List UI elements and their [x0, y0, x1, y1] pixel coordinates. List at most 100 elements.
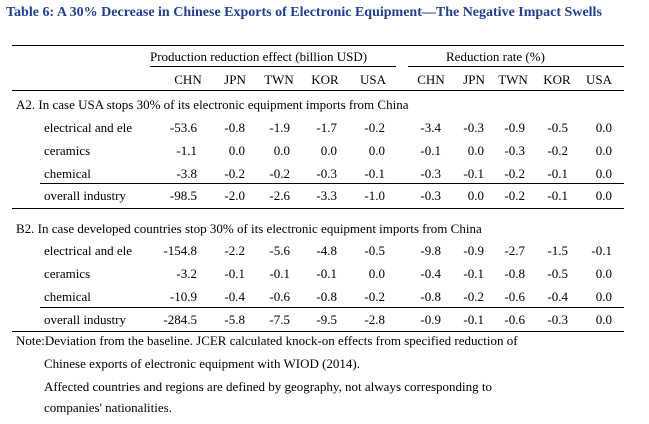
- section-title-a2: A2. In case USA stops 30% of its electro…: [16, 97, 409, 112]
- table-cell: -0.2: [269, 166, 290, 181]
- table-cell: -2.0: [224, 188, 245, 203]
- table-cell: -53.6: [169, 120, 197, 135]
- table-cell: -2.6: [269, 188, 290, 203]
- table-cell: 0.0: [467, 188, 484, 203]
- section-a-total-rule: [40, 183, 624, 184]
- row-label: overall industry: [44, 188, 126, 203]
- table-cell: 0.0: [368, 143, 385, 158]
- table-cell: -0.9: [504, 120, 525, 135]
- top-rule: [12, 45, 624, 46]
- table-cell: -5.8: [224, 312, 245, 327]
- table-cell: -1.1: [176, 143, 197, 158]
- table-cell: -0.5: [547, 120, 568, 135]
- table-cell: -0.5: [364, 243, 385, 258]
- table-cell: -3.4: [420, 120, 441, 135]
- column-header-kor-rate: KOR: [543, 72, 571, 87]
- table-cell: -0.2: [224, 166, 245, 181]
- table-cell: -0.1: [463, 312, 484, 327]
- row-label: chemical: [44, 289, 91, 304]
- table-cell: -0.1: [591, 243, 612, 258]
- group-underline-rate: [408, 66, 624, 67]
- table-cell: 0.0: [228, 143, 245, 158]
- table-cell: -98.5: [169, 188, 197, 203]
- table-cell: -1.7: [316, 120, 337, 135]
- table-cell: -2.7: [504, 243, 525, 258]
- table-cell: -0.1: [420, 143, 441, 158]
- table-cell: 0.0: [595, 166, 612, 181]
- table-cell: -0.4: [224, 289, 245, 304]
- table-cell: -0.2: [504, 188, 525, 203]
- column-header-jpn-production: JPN: [224, 72, 246, 87]
- table-cell: -3.2: [176, 266, 197, 281]
- note-line-2: Chinese exports of electronic equipment …: [44, 356, 361, 371]
- column-header-usa-rate: USA: [585, 72, 612, 87]
- table-cell: -0.3: [420, 166, 441, 181]
- table-cell: -0.2: [504, 166, 525, 181]
- table-cell: -0.8: [420, 289, 441, 304]
- table-cell: -0.3: [463, 120, 484, 135]
- section-b-total-rule: [40, 307, 624, 308]
- table-cell: -0.4: [547, 289, 568, 304]
- table-cell: -0.4: [420, 266, 441, 281]
- table-cell: -9.5: [316, 312, 337, 327]
- row-label: ceramics: [44, 143, 91, 158]
- column-header-twn-rate: TWN: [498, 72, 528, 87]
- table-cell: 0.0: [595, 188, 612, 203]
- table-cell: -0.1: [316, 266, 337, 281]
- table-cell: -0.2: [547, 143, 568, 158]
- table-cell: 0.0: [595, 266, 612, 281]
- table-cell: -0.2: [364, 120, 385, 135]
- table-cell: -9.8: [420, 243, 441, 258]
- table-cell: -5.6: [269, 243, 290, 258]
- table-cell: -0.2: [463, 289, 484, 304]
- table-cell: -0.6: [504, 289, 525, 304]
- table-cell: 0.0: [595, 143, 612, 158]
- column-header-chn-rate: CHN: [417, 72, 445, 87]
- table-cell: -7.5: [269, 312, 290, 327]
- table-cell: -0.1: [224, 266, 245, 281]
- table-cell: -0.1: [364, 166, 385, 181]
- table-cell: 0.0: [595, 289, 612, 304]
- table-cell: -154.8: [163, 243, 197, 258]
- table-cell: -0.1: [547, 188, 568, 203]
- table-cell: 0.0: [595, 312, 612, 327]
- row-label: overall industry: [44, 312, 126, 327]
- table-cell: 0.0: [273, 143, 290, 158]
- table-cell: 0.0: [595, 120, 612, 135]
- table-cell: -0.3: [504, 143, 525, 158]
- header-rule: [12, 90, 624, 91]
- table-cell: -4.8: [316, 243, 337, 258]
- row-label: electrical and ele: [44, 243, 133, 258]
- table-bottom-rule: [12, 331, 624, 332]
- row-label: electrical and ele: [44, 120, 133, 135]
- column-header-chn-production: CHN: [174, 72, 202, 87]
- table-cell: -284.5: [163, 312, 197, 327]
- table-cell: -2.8: [364, 312, 385, 327]
- table-cell: -0.1: [463, 166, 484, 181]
- section-a-bottom-rule: [12, 208, 624, 209]
- table-cell: -0.1: [463, 266, 484, 281]
- table-cell: 0.0: [368, 266, 385, 281]
- table-cell: -0.2: [364, 289, 385, 304]
- table-cell: -3.8: [176, 166, 197, 181]
- table-cell: -0.5: [547, 266, 568, 281]
- column-header-usa-production: USA: [359, 72, 386, 87]
- table-cell: 0.0: [467, 143, 484, 158]
- table-cell: -1.0: [364, 188, 385, 203]
- table-cell: -0.8: [504, 266, 525, 281]
- column-header-twn-production: TWN: [264, 72, 294, 87]
- table-cell: -10.9: [169, 289, 197, 304]
- table-cell: -0.6: [504, 312, 525, 327]
- table-cell: -0.9: [420, 312, 441, 327]
- table-cell: -0.1: [547, 166, 568, 181]
- note-line-1: Note:Deviation from the baseline. JCER c…: [16, 333, 518, 348]
- table-cell: -1.9: [269, 120, 290, 135]
- note-line-4: companies' nationalities.: [44, 400, 172, 415]
- column-header-kor-production: KOR: [311, 72, 339, 87]
- table-cell: -0.9: [463, 243, 484, 258]
- section-title-b2: B2. In case developed countries stop 30%…: [16, 221, 482, 236]
- row-label: ceramics: [44, 266, 91, 281]
- note-line-3: Affected countries and regions are defin…: [44, 379, 492, 394]
- group-header-production: Production reduction effect (billion USD…: [150, 49, 368, 64]
- table-cell: -0.1: [269, 266, 290, 281]
